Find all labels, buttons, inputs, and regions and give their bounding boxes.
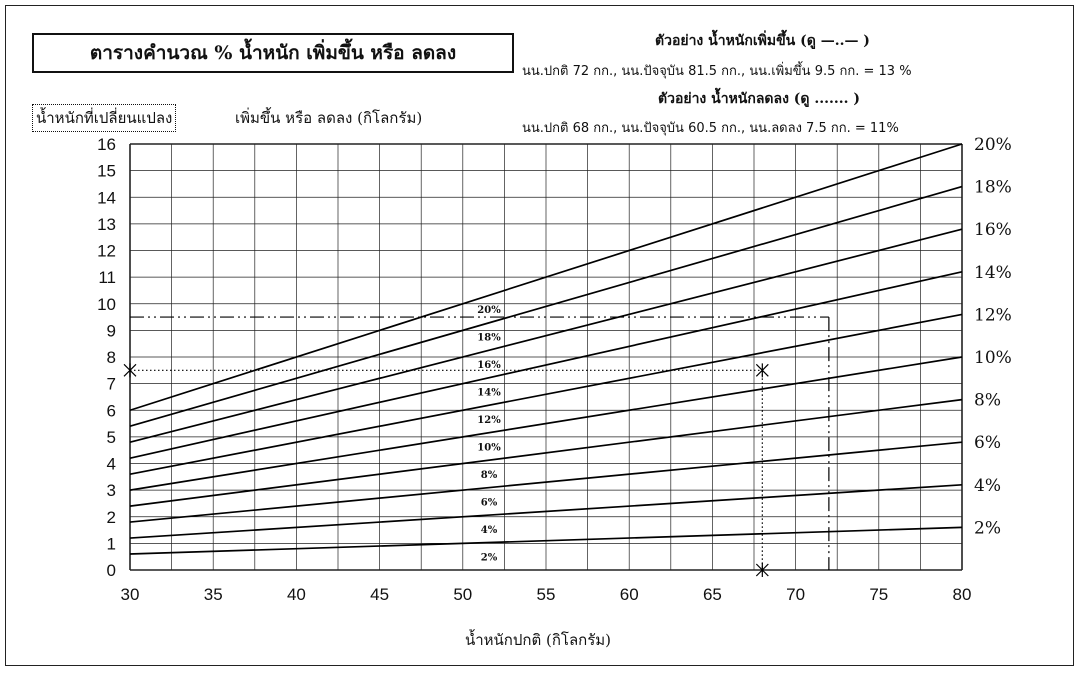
inline-label: 16% — [477, 360, 501, 371]
x-tick-label: 70 — [786, 585, 805, 604]
x-tick-label: 80 — [953, 585, 972, 604]
y-tick-label: 2 — [107, 508, 116, 527]
x-tick-labels: 30 35 40 45 50 55 60 65 70 75 80 — [121, 585, 972, 604]
right-label: 6% — [974, 433, 1001, 453]
x-tick-label: 40 — [287, 585, 306, 604]
y-tick-label: 8 — [107, 348, 116, 367]
right-label: 2% — [974, 518, 1001, 538]
y-tick-label: 14 — [97, 188, 116, 207]
y-tick-label: 6 — [107, 401, 116, 420]
y-tick-label: 13 — [97, 215, 116, 234]
x-tick-label: 35 — [204, 585, 223, 604]
inline-label: 10% — [477, 442, 501, 453]
inline-label: 4% — [481, 525, 498, 536]
right-label: 4% — [974, 476, 1001, 496]
y-tick-label: 10 — [97, 295, 116, 314]
right-label: 12% — [974, 305, 1012, 325]
x-tick-label: 60 — [620, 585, 639, 604]
right-label: 16% — [974, 220, 1012, 240]
y-tick-label: 7 — [107, 375, 116, 394]
inline-label: 8% — [481, 470, 498, 481]
inline-label: 6% — [481, 497, 498, 508]
right-label: 14% — [974, 263, 1012, 283]
y-tick-label: 1 — [107, 534, 116, 553]
y-tick-label: 0 — [107, 561, 116, 580]
y-tick-label: 9 — [107, 321, 116, 340]
right-label: 18% — [974, 178, 1012, 198]
x-tick-label: 30 — [121, 585, 140, 604]
inline-label: 18% — [477, 333, 501, 344]
inline-label: 20% — [477, 305, 501, 316]
right-label: 20% — [974, 135, 1012, 155]
y-tick-label: 5 — [107, 428, 116, 447]
right-percent-labels: 2% 4% 6% 8% 10% 12% 14% 16% 18% 20% — [974, 135, 1012, 538]
x-tick-label: 45 — [370, 585, 389, 604]
y-tick-label: 3 — [107, 481, 116, 500]
y-tick-label: 16 — [97, 135, 116, 154]
y-tick-label: 11 — [98, 268, 116, 287]
inline-label: 14% — [477, 387, 501, 398]
inline-label: 12% — [477, 415, 501, 426]
right-label: 8% — [974, 391, 1001, 411]
x-tick-label: 50 — [453, 585, 472, 604]
right-label: 10% — [974, 348, 1012, 368]
x-tick-label: 75 — [869, 585, 888, 604]
x-axis-label: น้ำหนักปกติ (กิโลกรัม) — [465, 629, 611, 649]
grid — [130, 144, 962, 570]
inline-label: 2% — [481, 552, 498, 563]
x-tick-label: 65 — [703, 585, 722, 604]
y-tick-label: 15 — [97, 162, 116, 181]
y-tick-label: 4 — [107, 455, 116, 474]
y-tick-label: 12 — [97, 242, 116, 261]
x-tick-label: 55 — [537, 585, 556, 604]
